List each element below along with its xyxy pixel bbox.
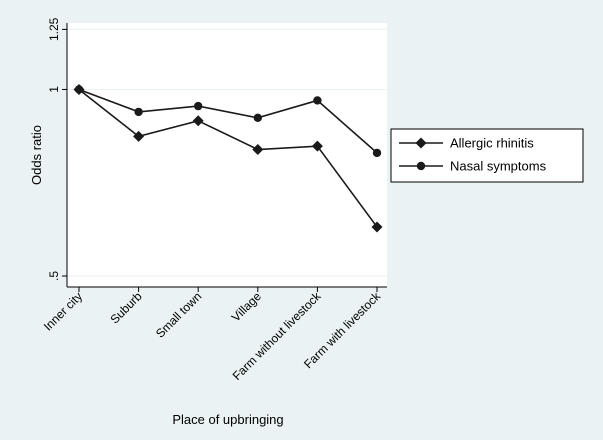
y-tick-label: 1 xyxy=(47,86,61,93)
x-axis-label: Place of upbringing xyxy=(172,412,283,427)
series-layer xyxy=(73,83,383,233)
diamond-point xyxy=(371,221,383,233)
legend-circle-marker xyxy=(416,161,426,171)
circle-point xyxy=(372,148,382,158)
y-tick-label: 1.25 xyxy=(47,17,61,41)
circle-point xyxy=(134,107,143,117)
legend: Allergic rhinitis Nasal symptoms xyxy=(390,128,584,183)
circle-point xyxy=(194,101,203,111)
diamond-point xyxy=(252,144,264,156)
circle-point xyxy=(74,85,84,94)
y-axis: .5 1 1.25 xyxy=(47,17,68,287)
y-tick-label: .5 xyxy=(47,271,61,281)
circle-point xyxy=(313,96,322,105)
series-line xyxy=(78,88,378,228)
x-tick-label: Inner city xyxy=(41,289,85,333)
legend-label: Allergic rhinitis xyxy=(450,136,534,151)
x-tick-label: Suburb xyxy=(107,289,144,326)
diamond-point xyxy=(311,140,323,152)
grid-layer xyxy=(67,28,387,277)
legend-diamond-marker xyxy=(415,137,427,149)
x-tick-label: Small town xyxy=(153,289,204,340)
legend-box xyxy=(390,128,584,183)
diamond-point xyxy=(192,115,204,127)
circle-point xyxy=(253,113,262,123)
series-circle xyxy=(74,85,382,158)
series-line xyxy=(78,88,378,154)
x-tick-label: Village xyxy=(229,289,264,324)
plot-area xyxy=(67,23,387,287)
y-axis-label: Odds ratio xyxy=(29,125,44,185)
diamond-point xyxy=(133,130,145,142)
legend-label: Nasal symptoms xyxy=(450,159,547,174)
